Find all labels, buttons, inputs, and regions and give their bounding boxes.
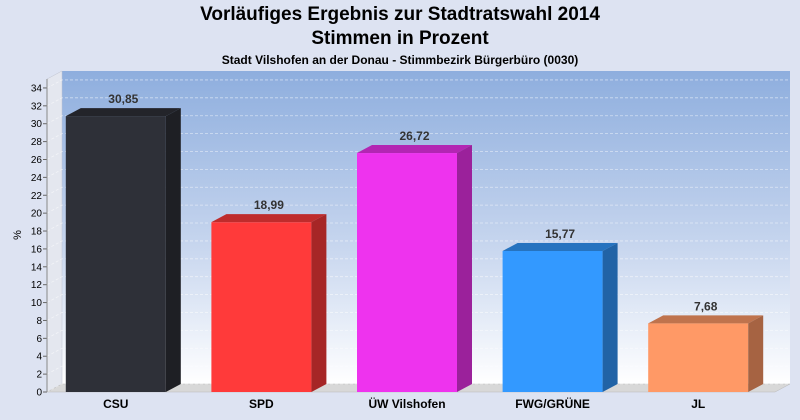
bar-top-face: [502, 242, 618, 251]
bar-top-face: [65, 108, 181, 117]
y-tick-label: 30: [31, 119, 43, 130]
data-label: 30,85: [108, 92, 138, 106]
x-tick-label: CSU: [103, 397, 128, 411]
y-tick-label: 12: [31, 280, 43, 291]
data-label: 18,99: [254, 198, 284, 212]
y-tick-label: 0: [36, 388, 42, 399]
gridline: [46, 151, 790, 160]
x-tick-label: ÜW Vilshofen: [368, 396, 445, 411]
gridline: [46, 115, 790, 125]
x-tick-label: FWG/GRÜNE: [515, 396, 590, 411]
bar-jl: [648, 323, 749, 392]
bar-top-face: [648, 315, 764, 324]
chart-title: Vorläufiges Ergebnis zur Stadtratswahl 2…: [200, 4, 600, 25]
gridline: [46, 186, 790, 196]
gridline: [46, 204, 790, 214]
bar-side-face: [602, 242, 618, 392]
chart-subtitle: Stimmen in Prozent: [311, 28, 489, 49]
y-tick-label: 16: [31, 244, 43, 255]
gridline: [46, 168, 790, 178]
y-tick-label: 10: [31, 298, 43, 309]
y-tick-label: 20: [31, 209, 43, 220]
y-tick-label: 4: [36, 352, 42, 363]
x-tick-label: JL: [691, 397, 705, 411]
bar-top-face: [211, 214, 327, 223]
y-axis-label: %: [12, 230, 24, 240]
gridline: [46, 240, 790, 250]
y-tick-label: 34: [31, 83, 43, 94]
y-tick-label: 6: [36, 334, 42, 345]
bar-csu: [65, 116, 166, 392]
y-tick-label: 26: [31, 155, 43, 166]
gridline: [46, 222, 790, 232]
data-label: 15,77: [545, 227, 575, 241]
bar--w-vilshofen: [357, 153, 457, 392]
bar-fwg-gr-ne: [502, 250, 603, 392]
x-tick-label: SPD: [249, 397, 274, 411]
gridline: [46, 133, 790, 142]
y-tick-label: 22: [31, 191, 43, 202]
bar-top-face: [357, 145, 472, 154]
bar-side-face: [748, 315, 764, 392]
y-tick-label: 18: [31, 227, 43, 238]
data-label: 26,72: [399, 129, 429, 143]
plot-side-wall: [46, 70, 63, 393]
gridline: [46, 97, 790, 107]
bar-spd: [211, 222, 312, 392]
y-tick-label: 28: [31, 137, 43, 148]
y-tick-label: 2: [36, 370, 42, 381]
chart-caption: Stadt Vilshofen an der Donau - Stimmbezi…: [221, 53, 579, 67]
bar-side-face: [457, 145, 472, 392]
bar-side-face: [165, 108, 181, 392]
y-tick-label: 24: [31, 173, 43, 184]
gridline: [46, 79, 790, 89]
bar-side-face: [311, 214, 327, 392]
y-tick-label: 32: [31, 101, 43, 112]
data-label: 7,68: [694, 299, 718, 313]
y-tick-label: 14: [31, 262, 43, 273]
y-tick-label: 8: [36, 316, 42, 327]
